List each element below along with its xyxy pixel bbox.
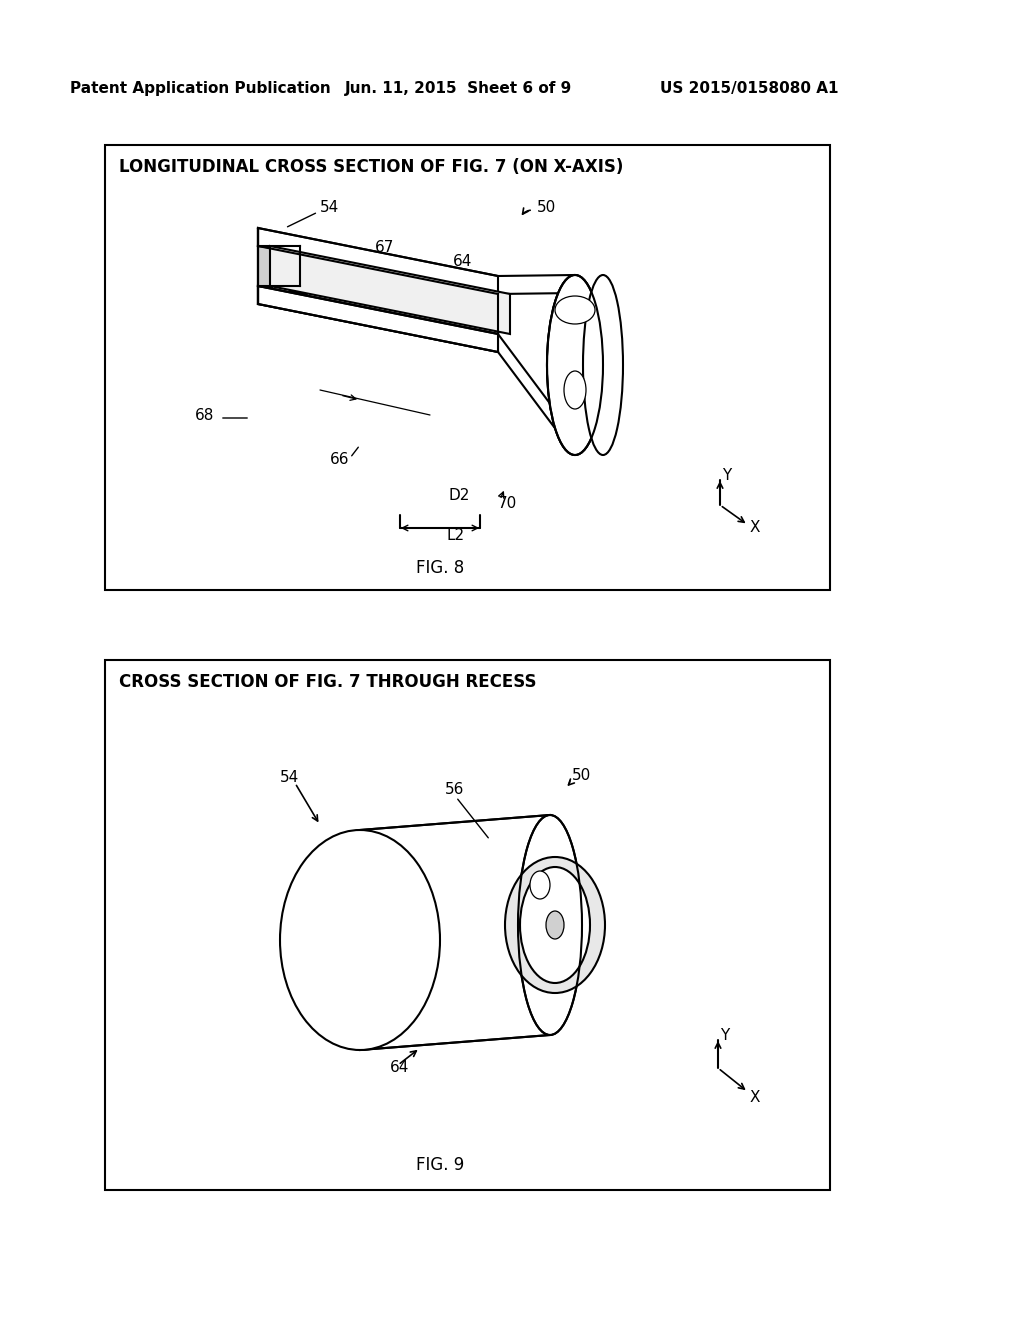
Polygon shape <box>258 246 498 334</box>
Text: W: W <box>555 862 570 878</box>
Ellipse shape <box>530 871 550 899</box>
Polygon shape <box>360 814 550 1049</box>
Text: 54: 54 <box>280 770 299 784</box>
Bar <box>105 660 830 1191</box>
Text: 50: 50 <box>537 199 556 214</box>
Ellipse shape <box>555 296 595 323</box>
Text: LONGITUDINAL CROSS SECTION OF FIG. 7 (ON X-AXIS): LONGITUDINAL CROSS SECTION OF FIG. 7 (ON… <box>119 158 624 176</box>
Ellipse shape <box>546 911 564 939</box>
Text: 50: 50 <box>572 767 591 783</box>
Polygon shape <box>258 286 498 352</box>
Text: 67: 67 <box>375 240 394 256</box>
Text: Patent Application Publication: Patent Application Publication <box>70 81 331 95</box>
Text: L2: L2 <box>447 528 465 543</box>
Text: US 2015/0158080 A1: US 2015/0158080 A1 <box>660 81 839 95</box>
Text: CROSS SECTION OF FIG. 7 THROUGH RECESS: CROSS SECTION OF FIG. 7 THROUGH RECESS <box>119 673 537 690</box>
Text: 66: 66 <box>330 453 349 467</box>
Polygon shape <box>258 228 272 304</box>
Bar <box>105 145 830 590</box>
Ellipse shape <box>520 867 590 983</box>
Ellipse shape <box>518 814 582 1035</box>
Text: FIG. 8: FIG. 8 <box>416 558 464 577</box>
Text: FIG. 9: FIG. 9 <box>416 1156 464 1173</box>
Text: Jun. 11, 2015  Sheet 6 of 9: Jun. 11, 2015 Sheet 6 of 9 <box>345 81 572 95</box>
Text: X: X <box>750 520 761 536</box>
Text: 54: 54 <box>319 199 339 214</box>
Text: 70: 70 <box>498 495 517 511</box>
Ellipse shape <box>280 830 440 1049</box>
Text: 70: 70 <box>560 892 580 908</box>
Text: 52: 52 <box>607 363 627 378</box>
Text: D2: D2 <box>449 487 469 503</box>
Polygon shape <box>270 246 510 334</box>
Polygon shape <box>258 228 498 294</box>
Ellipse shape <box>564 371 586 409</box>
Text: 56: 56 <box>445 783 464 797</box>
Ellipse shape <box>547 275 603 455</box>
Ellipse shape <box>547 275 603 455</box>
Text: Y: Y <box>722 467 731 483</box>
Ellipse shape <box>505 857 605 993</box>
Text: 64: 64 <box>390 1060 410 1076</box>
Text: X: X <box>750 1089 761 1105</box>
Text: 68: 68 <box>195 408 214 422</box>
Ellipse shape <box>583 275 623 455</box>
Polygon shape <box>258 286 498 352</box>
Text: 64: 64 <box>453 255 472 269</box>
Text: Y: Y <box>720 1027 729 1043</box>
